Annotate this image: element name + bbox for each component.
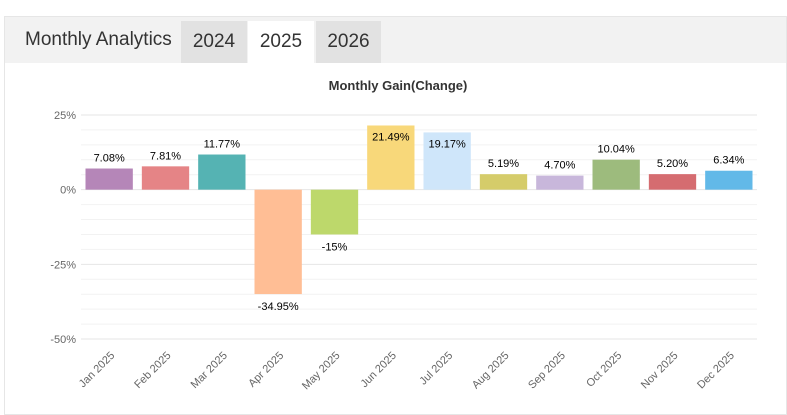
data-label: 5.20% bbox=[657, 158, 688, 170]
bar-jan-2025[interactable] bbox=[85, 168, 133, 190]
widget-header: Monthly Analytics 2024 2025 2026 bbox=[5, 17, 786, 63]
data-label: 7.81% bbox=[150, 150, 181, 162]
bar-mar-2025[interactable] bbox=[198, 154, 246, 190]
data-labels: 7.08% 7.81% 11.77% -34.95% -15% 21.49% 19.17% 5… bbox=[94, 131, 745, 313]
x-tick-label: Jul 2025 bbox=[417, 350, 455, 388]
tab-2026[interactable]: 2026 bbox=[316, 21, 381, 63]
chart-title: Monthly Gain(Change) bbox=[329, 78, 468, 93]
y-axis: 25% 0% -25% -50% bbox=[50, 110, 76, 346]
data-label: 11.77% bbox=[204, 139, 241, 151]
x-axis: Jan 2025 Feb 2025 Mar 2025 Apr 2025 May 2025… bbox=[77, 350, 737, 393]
tab-2024[interactable]: 2024 bbox=[181, 21, 247, 63]
data-label: 5.19% bbox=[488, 158, 519, 170]
data-label: 7.08% bbox=[94, 153, 125, 165]
widget-title: Monthly Analytics bbox=[25, 29, 172, 50]
bar-oct-2025[interactable] bbox=[592, 159, 640, 190]
bar-apr-2025[interactable] bbox=[254, 189, 302, 295]
bar-may-2025[interactable] bbox=[310, 189, 359, 235]
x-tick-label: Jan 2025 bbox=[77, 350, 117, 390]
bars bbox=[85, 125, 753, 295]
y-tick-label: 25% bbox=[54, 110, 76, 122]
bar-jun-2025[interactable] bbox=[367, 125, 415, 190]
x-tick-label: May 2025 bbox=[300, 350, 343, 393]
y-tick-label: -50% bbox=[50, 334, 76, 346]
x-tick-label: Feb 2025 bbox=[132, 350, 173, 391]
y-tick-label: -25% bbox=[50, 259, 76, 271]
data-label: 19.17% bbox=[429, 138, 467, 150]
data-label: -34.95% bbox=[258, 301, 299, 313]
data-label: 10.04% bbox=[598, 144, 636, 156]
tab-2025[interactable]: 2025 bbox=[248, 21, 314, 63]
x-tick-label: Aug 2025 bbox=[470, 350, 512, 392]
bar-sep-2025[interactable] bbox=[536, 175, 584, 190]
bar-feb-2025[interactable] bbox=[141, 166, 190, 190]
x-tick-label: Jun 2025 bbox=[358, 350, 398, 390]
grid-lines bbox=[81, 114, 757, 340]
x-tick-label: Nov 2025 bbox=[639, 350, 681, 392]
x-tick-label: Mar 2025 bbox=[189, 350, 230, 391]
bar-dec-2025[interactable] bbox=[705, 170, 753, 190]
bar-aug-2025[interactable] bbox=[479, 174, 528, 190]
data-label: 4.70% bbox=[544, 160, 575, 172]
data-label: 6.34% bbox=[713, 155, 744, 167]
x-tick-label: Oct 2025 bbox=[584, 350, 624, 390]
x-tick-label: Sep 2025 bbox=[526, 350, 568, 392]
bar-nov-2025[interactable] bbox=[648, 174, 697, 190]
analytics-widget: Monthly Analytics 2024 2025 2026 bbox=[4, 16, 787, 415]
y-tick-label: 0% bbox=[60, 185, 76, 197]
data-label: 21.49% bbox=[372, 131, 410, 143]
x-tick-label: Dec 2025 bbox=[695, 350, 737, 392]
bar-jul-2025[interactable] bbox=[423, 132, 471, 190]
x-tick-label: Apr 2025 bbox=[246, 350, 286, 390]
data-label: -15% bbox=[322, 241, 348, 253]
